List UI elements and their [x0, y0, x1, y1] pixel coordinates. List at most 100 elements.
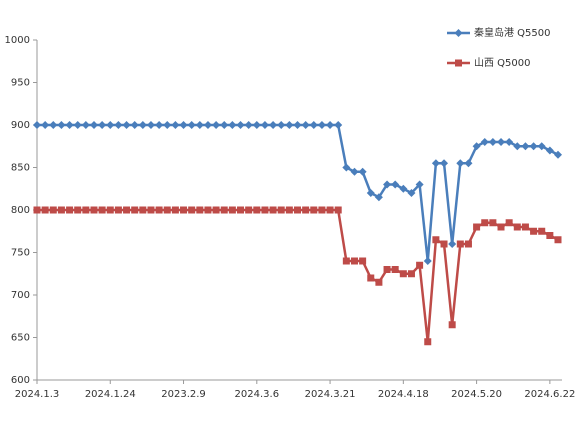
- x-tick-label: 2024.1.3: [15, 389, 60, 400]
- point: [277, 121, 286, 129]
- point: [358, 167, 367, 176]
- point: [114, 121, 123, 129]
- y-tick-label: 900: [11, 120, 30, 131]
- point: [155, 206, 163, 214]
- point: [367, 274, 375, 282]
- y-tick-label: 700: [11, 290, 30, 301]
- point: [188, 206, 196, 214]
- point: [138, 121, 147, 129]
- point: [33, 206, 41, 214]
- point: [415, 180, 424, 189]
- point: [464, 240, 472, 248]
- point: [538, 227, 546, 235]
- x-tick-label: 2024.1.24: [85, 389, 136, 400]
- point: [334, 206, 342, 214]
- point: [139, 206, 147, 214]
- point: [440, 159, 449, 168]
- point: [260, 121, 269, 129]
- point: [391, 180, 400, 189]
- point: [212, 121, 221, 129]
- point: [375, 278, 383, 286]
- point: [179, 121, 188, 129]
- point: [98, 121, 107, 129]
- point: [237, 206, 245, 214]
- point: [252, 121, 261, 129]
- point: [236, 121, 245, 129]
- point: [57, 206, 65, 214]
- point: [505, 138, 514, 146]
- point: [399, 184, 408, 193]
- point: [269, 206, 277, 214]
- point: [366, 189, 375, 197]
- point: [89, 121, 98, 129]
- legend-marker: [454, 29, 463, 37]
- point: [456, 159, 465, 168]
- x-tick-label: 2024.4.18: [378, 389, 429, 400]
- point: [554, 150, 562, 159]
- point: [90, 206, 98, 214]
- point: [480, 138, 489, 146]
- point: [114, 206, 122, 214]
- point: [350, 167, 359, 176]
- point: [220, 121, 229, 129]
- point: [505, 219, 513, 227]
- point: [82, 206, 90, 214]
- point: [57, 121, 66, 129]
- point: [171, 206, 179, 214]
- point: [310, 206, 318, 214]
- point: [261, 206, 269, 214]
- point: [187, 121, 196, 129]
- point: [359, 257, 367, 265]
- point: [513, 223, 521, 231]
- point: [488, 138, 497, 146]
- legend-label: 秦皇岛港 Q5500: [474, 26, 551, 39]
- point: [73, 121, 82, 129]
- point: [318, 206, 326, 214]
- series-line: [37, 123, 559, 262]
- point: [74, 206, 82, 214]
- point: [302, 206, 310, 214]
- point: [146, 121, 155, 129]
- y-tick-label: 950: [11, 78, 30, 89]
- point: [122, 121, 131, 129]
- y-tick-label: 750: [11, 248, 30, 259]
- point: [228, 206, 236, 214]
- point: [163, 121, 172, 129]
- point: [424, 338, 432, 346]
- point: [489, 219, 497, 227]
- point: [383, 266, 391, 273]
- point: [309, 121, 318, 129]
- point: [301, 121, 310, 129]
- point: [497, 223, 505, 231]
- point: [293, 121, 302, 129]
- point: [228, 121, 237, 129]
- point: [131, 206, 139, 214]
- point: [204, 206, 212, 214]
- point: [244, 121, 253, 129]
- point: [41, 121, 50, 129]
- point: [285, 121, 294, 129]
- point: [163, 206, 171, 214]
- point: [326, 121, 335, 129]
- point: [423, 257, 432, 265]
- point: [123, 206, 131, 214]
- point: [171, 121, 180, 129]
- point: [195, 121, 204, 129]
- point: [432, 236, 440, 244]
- point: [317, 121, 326, 129]
- point: [440, 240, 448, 248]
- point: [212, 206, 220, 214]
- point: [350, 257, 358, 265]
- point: [49, 121, 58, 129]
- x-tick-label: 2024.3.21: [305, 389, 356, 400]
- x-tick-label: 2023.2.9: [161, 389, 206, 400]
- y-tick-label: 800: [11, 205, 30, 216]
- point: [391, 266, 399, 273]
- point: [294, 206, 301, 214]
- point: [530, 227, 538, 235]
- point: [147, 206, 155, 214]
- point: [472, 142, 481, 151]
- point: [456, 240, 464, 248]
